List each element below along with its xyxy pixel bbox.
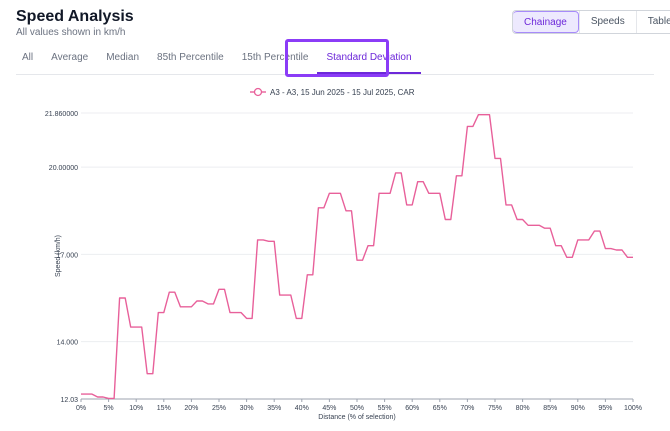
- x-tick-label: 55%: [378, 405, 392, 412]
- y-tick-label: 14.000: [57, 340, 79, 347]
- x-tick-label: 45%: [322, 405, 336, 412]
- x-tick-label: 40%: [295, 405, 309, 412]
- view-toggle: Chainage Speeds Table: [512, 10, 670, 34]
- y-tick-label: 21.860000: [45, 111, 78, 118]
- speed-line-chart: 12.03 14.000 17.000 20.00000 21.860000 0% 5% 10…: [45, 87, 642, 421]
- x-tick-label: 30%: [240, 405, 254, 412]
- statistic-tabs: All Average Median 85th Percentile 15th …: [16, 44, 421, 74]
- x-tick-label: 5%: [104, 405, 114, 412]
- view-chainage-button[interactable]: Chainage: [513, 11, 579, 33]
- x-tick-label: 70%: [460, 405, 474, 412]
- chart-legend[interactable]: A3 - A3, 15 Jun 2025 - 15 Jul 2025, CAR: [250, 87, 415, 97]
- chart-series: [81, 114, 633, 400]
- tab-15th-percentile[interactable]: 15th Percentile: [241, 52, 309, 63]
- x-tick-label: 85%: [543, 405, 557, 412]
- legend-label: A3 - A3, 15 Jun 2025 - 15 Jul 2025, CAR: [270, 88, 415, 97]
- tab-standard-deviation[interactable]: Standard Deviation: [317, 44, 421, 74]
- tab-all[interactable]: All: [22, 52, 34, 63]
- y-tick-label: 12.03: [60, 397, 78, 404]
- series-line: [81, 114, 633, 400]
- x-axis-label: Distance (% of selection): [318, 414, 395, 421]
- y-tick-label: 17.000: [57, 252, 79, 259]
- tab-average[interactable]: Average: [51, 52, 89, 63]
- x-tick-label: 75%: [488, 405, 502, 412]
- view-table-button[interactable]: Table: [635, 11, 670, 33]
- legend-swatch-marker: [253, 87, 263, 97]
- x-tick-label: 90%: [571, 405, 585, 412]
- x-tick-label: 50%: [350, 405, 364, 412]
- y-axis-label: Speed (km/h): [55, 235, 62, 277]
- x-tick-label: 65%: [433, 405, 447, 412]
- chart-axes: 12.03 14.000 17.000 20.00000 21.860000 0% 5% 10…: [45, 111, 642, 412]
- x-tick-label: 0%: [76, 405, 86, 412]
- view-speeds-button[interactable]: Speeds: [578, 11, 636, 33]
- x-tick-label: 80%: [516, 405, 530, 412]
- x-tick-label: 10%: [129, 405, 143, 412]
- tab-85th-percentile[interactable]: 85th Percentile: [157, 52, 224, 63]
- x-tick-label: 35%: [267, 405, 281, 412]
- x-tick-label: 15%: [157, 405, 171, 412]
- x-tick-label: 95%: [598, 405, 612, 412]
- x-tick-label: 25%: [212, 405, 226, 412]
- y-tick-label: 20.00000: [49, 165, 78, 172]
- x-tick-label: 100%: [624, 405, 642, 412]
- tab-median[interactable]: Median: [106, 52, 140, 63]
- x-tick-label: 60%: [405, 405, 419, 412]
- x-tick-label: 20%: [184, 405, 198, 412]
- page-subtitle: All values shown in km/h: [16, 27, 126, 38]
- page-title: Speed Analysis: [16, 8, 134, 25]
- tab-divider: [16, 74, 654, 75]
